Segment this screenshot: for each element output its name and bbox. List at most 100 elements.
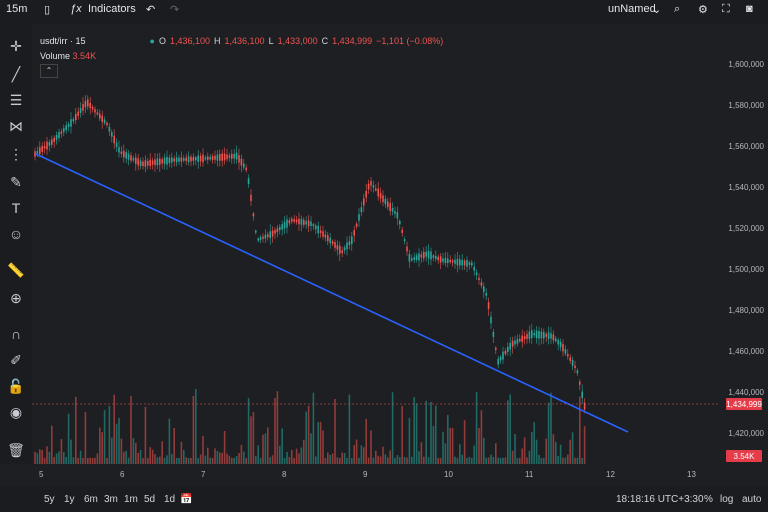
range-button-1d[interactable]: 1d: [164, 494, 176, 505]
magnet-icon[interactable]: ∩: [10, 326, 22, 342]
candle-body: [343, 247, 346, 251]
lock-icon[interactable]: 🔓: [7, 377, 25, 394]
volume-bar: [79, 450, 82, 464]
crosshair-icon[interactable]: ✛: [10, 37, 22, 54]
candle-body: [159, 158, 161, 165]
candle-body: [367, 183, 370, 190]
volume-bar: [346, 457, 348, 464]
search-icon[interactable]: ⌕: [674, 3, 681, 15]
volume-bar: [144, 406, 147, 464]
volume-bar: [391, 392, 394, 464]
candle-body: [185, 157, 187, 162]
indicators-icon[interactable]: ƒx: [70, 3, 82, 15]
eye-icon[interactable]: ◉: [9, 403, 23, 420]
log-toggle[interactable]: log: [720, 494, 734, 505]
auto-toggle[interactable]: auto: [742, 494, 762, 505]
horizontal-lines-icon[interactable]: ☰: [9, 91, 23, 108]
candle-type-icon[interactable]: ▯: [44, 4, 51, 16]
volume-bar: [471, 457, 473, 464]
volume-bar: [113, 394, 115, 464]
volume-bar: [48, 451, 51, 464]
range-button-5d[interactable]: 5d: [144, 494, 156, 505]
volume-bar: [154, 454, 156, 464]
settings-icon[interactable]: ⚙: [698, 4, 708, 16]
volume-bar: [483, 437, 485, 464]
candle-body: [139, 160, 142, 166]
brush-icon[interactable]: ✎: [10, 173, 22, 190]
candle-body: [101, 115, 103, 122]
volume-bar: [399, 457, 401, 464]
range-button-3m[interactable]: 3m: [104, 494, 118, 505]
volume-bar: [312, 392, 315, 464]
volume-bar: [72, 457, 75, 464]
candle-body: [214, 155, 216, 160]
volume-bar: [46, 446, 48, 464]
text-icon[interactable]: T: [11, 200, 21, 216]
candle-body: [166, 156, 168, 165]
collapse-legend-icon[interactable]: ⌃: [40, 64, 58, 78]
range-button-5y[interactable]: 5y: [44, 494, 55, 505]
price-axis[interactable]: 1,600,000 1,580,000 1,560,000 1,540,000 1,52…: [718, 24, 768, 464]
indicators-button[interactable]: Indicators: [88, 3, 136, 15]
candle-body: [65, 125, 67, 131]
volume-bar: [353, 445, 355, 464]
pattern-icon[interactable]: ⋈: [9, 117, 23, 134]
volume-bar: [219, 452, 221, 464]
interval-selector[interactable]: 15m: [6, 3, 28, 15]
volume-label[interactable]: Volume: [40, 51, 71, 61]
volume-bar: [187, 458, 190, 464]
volume-bar: [538, 454, 540, 464]
trash-icon[interactable]: 🗑: [7, 441, 25, 458]
lock-drawing-icon[interactable]: ✐: [10, 351, 22, 368]
candle-body: [99, 113, 101, 119]
volume-bar: [545, 438, 547, 464]
candle-body: [415, 255, 418, 260]
candle-body: [60, 131, 63, 134]
trend-line-icon[interactable]: ╱: [11, 65, 21, 82]
volume-bar: [231, 457, 233, 464]
calendar-icon[interactable]: 📅: [180, 494, 193, 505]
volume-bar: [475, 391, 478, 464]
range-button-1m[interactable]: 1m: [124, 494, 138, 505]
candle-body: [231, 153, 233, 159]
percent-toggle[interactable]: %: [704, 494, 713, 505]
range-button-1y[interactable]: 1y: [64, 494, 75, 505]
zoom-in-icon[interactable]: ⊕: [10, 289, 22, 306]
candle-body: [55, 134, 58, 140]
price-chart[interactable]: [32, 24, 718, 464]
volume-bar: [351, 457, 353, 464]
volume-bar: [139, 450, 142, 464]
ruler-icon[interactable]: 📏: [7, 261, 25, 278]
emoji-icon[interactable]: ☺: [8, 226, 24, 242]
volume-bar: [51, 425, 53, 464]
fullscreen-icon[interactable]: ⛶: [722, 3, 730, 15]
candle-body: [250, 194, 252, 202]
candle-body: [195, 157, 197, 161]
candle-body: [305, 221, 307, 225]
candle-body: [425, 251, 427, 257]
redo-icon[interactable]: ↷: [170, 4, 180, 16]
volume-bar: [82, 457, 84, 464]
volume-bar: [137, 452, 139, 464]
fib-icon[interactable]: ⋮: [9, 145, 23, 162]
symbol-label[interactable]: usdt/irr · 15: [40, 36, 86, 46]
candle-body: [96, 112, 99, 115]
chevron-down-icon[interactable]: ⌄: [652, 4, 662, 16]
volume-bar: [449, 427, 451, 464]
layout-name[interactable]: unNamed: [608, 3, 656, 15]
clock-time[interactable]: 18:18:16 UTC+3:30: [616, 494, 704, 505]
camera-icon[interactable]: ◙: [746, 3, 753, 15]
volume-bar: [430, 402, 432, 464]
candle-body: [523, 336, 526, 340]
candle-body: [151, 160, 154, 165]
candle-body: [288, 220, 291, 224]
volume-bar: [286, 452, 288, 464]
volume-bar: [197, 457, 199, 464]
volume-bar: [540, 457, 543, 464]
candle-body: [492, 331, 495, 337]
undo-icon[interactable]: ↶: [146, 4, 156, 16]
volume-bar: [358, 457, 360, 464]
volume-bar: [279, 445, 281, 464]
range-button-6m[interactable]: 6m: [84, 494, 98, 505]
